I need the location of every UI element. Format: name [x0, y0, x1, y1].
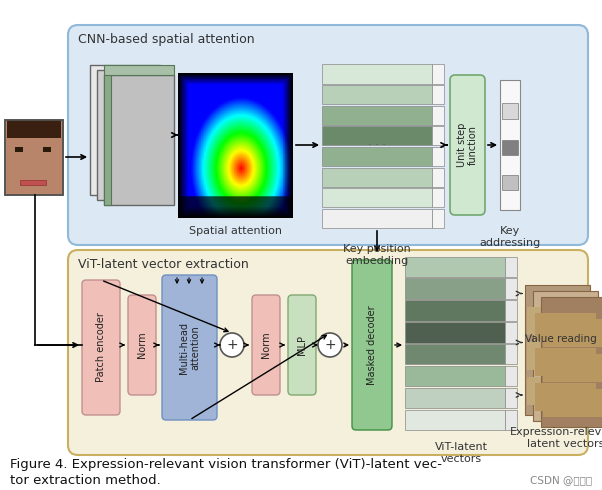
Bar — [543, 354, 602, 382]
FancyBboxPatch shape — [450, 75, 485, 215]
Bar — [405, 322, 505, 343]
Bar — [405, 300, 505, 320]
Bar — [505, 300, 517, 320]
Bar — [432, 209, 444, 228]
Bar — [322, 188, 432, 207]
Bar — [505, 322, 517, 343]
Text: Spatial attention: Spatial attention — [189, 226, 282, 236]
Bar — [543, 389, 602, 417]
Text: MLP: MLP — [297, 335, 307, 355]
Bar — [7, 120, 61, 138]
Bar — [527, 342, 588, 370]
Text: Key position
embedding: Key position embedding — [343, 244, 411, 266]
Text: Norm: Norm — [261, 332, 271, 358]
Bar — [505, 344, 517, 365]
Bar — [533, 291, 598, 421]
Bar — [505, 278, 517, 299]
Bar — [527, 307, 588, 335]
FancyBboxPatch shape — [68, 25, 588, 245]
Circle shape — [318, 333, 342, 357]
Bar — [104, 65, 174, 75]
Bar — [43, 147, 51, 152]
Bar — [405, 410, 505, 430]
Bar — [322, 85, 432, 104]
Bar — [432, 168, 444, 187]
Bar — [541, 297, 602, 427]
FancyBboxPatch shape — [252, 295, 280, 395]
Text: Figure 4. Expression-relevant vision transformer (ViT)-latent vec-: Figure 4. Expression-relevant vision tra… — [10, 458, 442, 471]
Bar — [432, 188, 444, 207]
Text: Patch encoder: Patch encoder — [96, 313, 106, 382]
Bar — [322, 126, 432, 146]
Bar — [432, 85, 444, 104]
Bar — [525, 285, 590, 415]
Text: · · ·: · · · — [368, 141, 386, 150]
FancyBboxPatch shape — [352, 260, 392, 430]
Bar — [432, 147, 444, 166]
Bar — [405, 278, 505, 299]
Bar — [5, 120, 63, 195]
Bar — [505, 366, 517, 386]
Bar — [322, 168, 432, 187]
Bar — [104, 75, 174, 205]
Text: CNN-based spatial attention: CNN-based spatial attention — [78, 33, 255, 46]
Text: Unit step
function: Unit step function — [457, 123, 479, 167]
FancyBboxPatch shape — [82, 280, 120, 415]
Bar — [527, 377, 588, 405]
Bar — [502, 140, 518, 155]
Bar — [502, 103, 518, 119]
Bar — [405, 257, 505, 277]
Bar — [500, 80, 520, 210]
Bar — [322, 209, 432, 228]
Bar — [432, 106, 444, 125]
Bar — [535, 313, 596, 341]
Bar — [405, 388, 505, 408]
Text: CSDN @禄亿姜: CSDN @禄亿姜 — [530, 475, 592, 485]
Bar — [405, 366, 505, 386]
Bar — [505, 388, 517, 408]
FancyBboxPatch shape — [128, 295, 156, 395]
Bar — [322, 65, 432, 84]
Bar — [543, 319, 602, 347]
Bar — [90, 65, 160, 195]
Bar — [432, 65, 444, 84]
Bar — [97, 70, 167, 200]
FancyBboxPatch shape — [68, 250, 588, 455]
Bar — [104, 75, 111, 205]
Circle shape — [220, 333, 244, 357]
Text: ViT-latent vector extraction: ViT-latent vector extraction — [78, 258, 249, 271]
Text: +: + — [324, 338, 336, 352]
Text: Multi-head
attention: Multi-head attention — [179, 321, 200, 373]
Text: Value reading: Value reading — [525, 334, 597, 344]
Bar — [15, 147, 23, 152]
Bar — [502, 175, 518, 191]
Text: Masked decoder: Masked decoder — [367, 305, 377, 385]
Bar — [535, 383, 596, 411]
Text: tor extraction method.: tor extraction method. — [10, 474, 161, 487]
Text: Expression-relevant
latent vectors: Expression-relevant latent vectors — [510, 427, 602, 449]
FancyBboxPatch shape — [162, 275, 217, 420]
Bar — [505, 257, 517, 277]
Bar — [405, 344, 505, 365]
Text: +: + — [226, 338, 238, 352]
FancyBboxPatch shape — [288, 295, 316, 395]
Bar — [20, 180, 46, 185]
Bar — [5, 120, 63, 195]
Text: Key
addressing: Key addressing — [479, 226, 541, 247]
Text: Norm: Norm — [137, 332, 147, 358]
Bar — [505, 410, 517, 430]
Bar — [432, 126, 444, 146]
Text: ViT-latent
vectors: ViT-latent vectors — [435, 442, 488, 464]
Bar — [322, 106, 432, 125]
Bar — [535, 348, 596, 376]
Bar — [322, 147, 432, 166]
